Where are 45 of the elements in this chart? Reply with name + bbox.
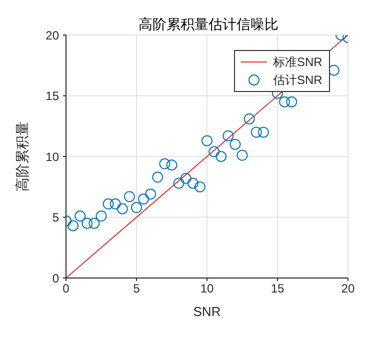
point [82, 218, 93, 229]
point [110, 198, 121, 210]
point [116, 203, 128, 214]
point [74, 210, 86, 222]
x-tick-label: 5 [133, 282, 140, 296]
chart-title: 高阶累积量估计信噪比 [138, 16, 280, 34]
point [131, 202, 142, 214]
point [216, 151, 227, 162]
point [145, 188, 156, 200]
x-tick-label: 15 [270, 282, 284, 296]
point [102, 198, 114, 210]
x-tick-label: 10 [200, 282, 214, 296]
y-tick-label: 5 [52, 210, 60, 225]
point [202, 135, 212, 146]
point [88, 218, 100, 229]
point [187, 178, 198, 189]
y-tick-label: 20 [46, 28, 60, 42]
legend-label: 标准SNR [273, 54, 322, 70]
point [250, 126, 262, 138]
point [244, 113, 255, 124]
point [230, 138, 241, 150]
point [173, 178, 184, 189]
point [222, 130, 234, 142]
point [286, 96, 298, 108]
point [96, 210, 107, 222]
point [194, 181, 206, 192]
point [152, 172, 164, 183]
point [138, 194, 150, 205]
point [124, 191, 135, 202]
y-tick-label: 10 [46, 150, 60, 164]
x-tick-label: 20 [341, 282, 355, 296]
y-axis-title: 高阶累积量 [14, 122, 30, 192]
point [159, 158, 170, 170]
point [166, 160, 178, 171]
point [258, 126, 269, 138]
point [180, 172, 192, 184]
x-tick-label: 0 [62, 282, 70, 296]
legend-label: 估计SNR [273, 72, 322, 88]
y-tick-label: 0 [52, 271, 60, 286]
point [208, 146, 220, 158]
y-tick-label: 15 [46, 89, 60, 104]
x-axis-title: SNR [193, 304, 221, 319]
point [68, 220, 79, 232]
point [279, 96, 290, 108]
point [236, 150, 248, 161]
